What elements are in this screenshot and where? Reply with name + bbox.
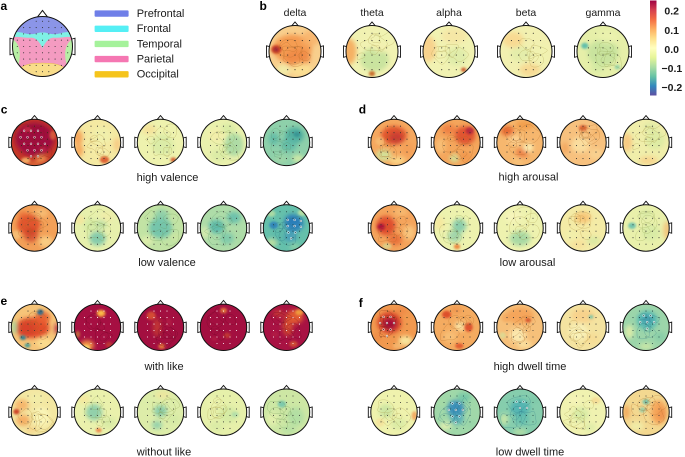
svg-text:with like: with like xyxy=(143,361,183,373)
svg-text:Temporal: Temporal xyxy=(137,38,182,50)
svg-text:beta: beta xyxy=(516,7,537,19)
svg-text:Frontal: Frontal xyxy=(137,23,171,35)
svg-text:Parietal: Parietal xyxy=(137,54,174,66)
svg-text:high dwell time: high dwell time xyxy=(494,361,567,373)
svg-text:d: d xyxy=(359,103,366,117)
svg-text:c: c xyxy=(1,102,8,116)
svg-text:−0.2: −0.2 xyxy=(662,82,683,94)
svg-text:without like: without like xyxy=(136,447,191,457)
svg-text:−0.1: −0.1 xyxy=(662,63,683,75)
svg-text:high arousal: high arousal xyxy=(499,172,559,184)
svg-text:a: a xyxy=(1,0,8,13)
svg-text:high valence: high valence xyxy=(137,172,199,184)
svg-text:delta: delta xyxy=(284,7,307,19)
svg-text:low arousal: low arousal xyxy=(500,257,556,269)
svg-text:Occipital: Occipital xyxy=(137,69,179,81)
svg-text:b: b xyxy=(260,0,267,13)
svg-text:low dwell time: low dwell time xyxy=(496,447,564,457)
svg-text:0.2: 0.2 xyxy=(664,6,679,18)
svg-text:alpha: alpha xyxy=(436,7,462,19)
svg-text:theta: theta xyxy=(360,7,384,19)
svg-text:low valence: low valence xyxy=(138,257,195,269)
svg-text:e: e xyxy=(1,294,8,308)
svg-text:0.0: 0.0 xyxy=(664,44,679,56)
svg-text:Prefrontal: Prefrontal xyxy=(137,8,185,20)
svg-text:0.1: 0.1 xyxy=(664,25,679,37)
svg-text:gamma: gamma xyxy=(585,7,620,19)
svg-text:f: f xyxy=(359,296,364,310)
